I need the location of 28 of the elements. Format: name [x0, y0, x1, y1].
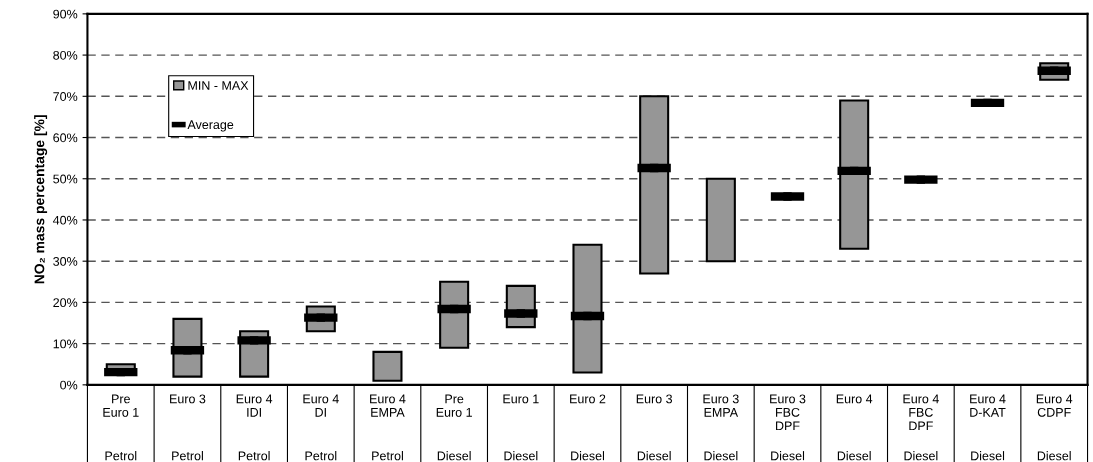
category-label: Euro 3 EMPA Diesel	[703, 394, 739, 461]
category-label: Pre Euro 1 Petrol	[103, 394, 139, 461]
category-label: Euro 4 FBC DPF Diesel	[903, 394, 939, 461]
y-tick-label: 30%	[53, 256, 78, 266]
category-label: Euro 3 Diesel	[636, 394, 673, 461]
y-tick-label: 70%	[53, 92, 78, 101]
category-label: Euro 4 D-KAT Diesel	[970, 394, 1006, 461]
legend-label: Average	[187, 120, 234, 132]
category-label: Euro 3 Petrol	[170, 394, 206, 461]
category-label: Euro 4 DI Petrol	[303, 394, 339, 461]
legend-label: MIN - MAX	[188, 81, 249, 90]
y-tick-label: 60%	[53, 133, 78, 143]
y-tick-label: 80%	[53, 50, 78, 60]
category-label: Pre Euro 1 Diesel	[436, 394, 472, 461]
category-label: Euro 2 Diesel	[570, 394, 606, 461]
y-tick-label: 40%	[52, 215, 78, 225]
y-tick-label: 0%	[60, 380, 78, 390]
category-label: Euro 3 FBC DPF Diesel	[770, 394, 806, 461]
y-tick-label: 10%	[53, 339, 78, 349]
y-tick-label: 20%	[53, 298, 78, 308]
category-label: Euro 4 Diesel	[836, 394, 873, 461]
category-label: Euro 4 CDPF Diesel	[1036, 394, 1073, 461]
y-tick-label: 90%	[53, 9, 78, 19]
category-label: Euro 4 EMPA Petrol	[370, 394, 406, 461]
category-label: Euro 4 IDI Petrol	[236, 394, 273, 461]
y-tick-label: 50%	[53, 174, 78, 184]
category-label: Euro 1 Diesel	[503, 394, 539, 461]
y-axis-title: NO₂ mass percentage [%]	[34, 115, 48, 284]
